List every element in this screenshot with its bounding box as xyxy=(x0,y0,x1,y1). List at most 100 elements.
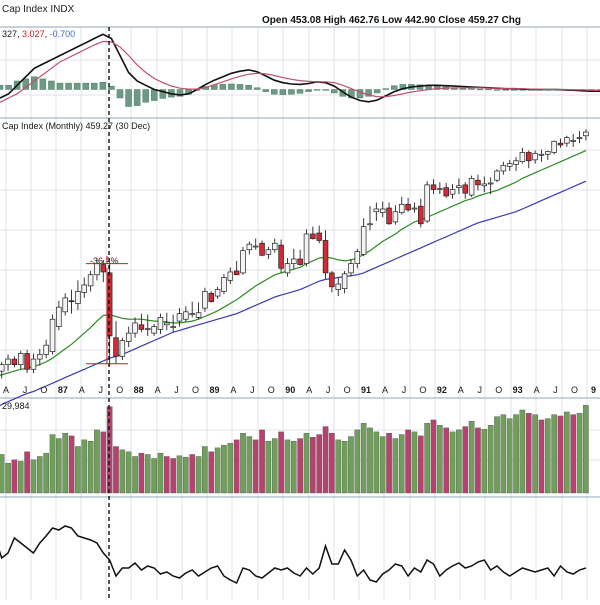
macd-histogram-bar xyxy=(305,89,312,92)
macd-histogram-bar xyxy=(73,82,81,90)
candle-up xyxy=(227,271,234,281)
macd-histogram-bar xyxy=(22,78,29,90)
volume-bar xyxy=(322,426,329,494)
candle-up xyxy=(221,277,227,292)
volume-bar xyxy=(354,429,361,494)
volume-bar xyxy=(500,414,507,494)
x-tick-year: 90 xyxy=(285,385,295,395)
candle-up xyxy=(576,137,583,139)
volume-bar xyxy=(443,427,450,494)
candle-up xyxy=(500,165,507,172)
candle-up xyxy=(272,242,278,251)
volume-bar xyxy=(316,434,323,494)
macd-histogram-bar xyxy=(262,89,269,92)
candle-down xyxy=(329,272,335,288)
macd-histogram-bar xyxy=(373,89,381,94)
candle-down xyxy=(322,240,329,274)
candle-up xyxy=(519,152,526,163)
candle-down xyxy=(557,142,564,146)
candle-down xyxy=(24,353,30,370)
volume-bar xyxy=(189,454,196,494)
candle-down xyxy=(475,179,481,186)
x-tick-month: J xyxy=(402,385,407,395)
macd-value: 327 xyxy=(2,29,17,39)
price-panel-label: Cap Index (Monthly) 459.27 (30 Dec) xyxy=(2,121,150,131)
macd-histogram-bar xyxy=(485,88,492,91)
volume-bar xyxy=(570,414,576,494)
candle-down xyxy=(278,244,284,269)
candle-up xyxy=(189,313,195,316)
candle-up xyxy=(5,358,11,365)
candle-down xyxy=(430,184,437,190)
candle-up xyxy=(151,326,157,334)
volume-bar xyxy=(430,419,437,494)
macd-histogram-bar xyxy=(468,88,475,90)
volume-panel-label: 29,984 xyxy=(2,401,30,411)
macd-histogram-bar xyxy=(0,85,4,90)
volume-bar xyxy=(551,414,557,494)
volume-bar xyxy=(81,439,88,494)
price-panel xyxy=(0,129,589,407)
volume-bar xyxy=(373,431,380,494)
macd-histogram-bar xyxy=(288,89,295,95)
candle-up xyxy=(119,340,126,357)
candle-up xyxy=(481,183,488,187)
candle-down xyxy=(297,258,303,265)
macd-histogram-bar xyxy=(5,85,12,90)
volume-bar xyxy=(125,451,132,494)
x-tick-month: J xyxy=(250,385,255,395)
candle-up xyxy=(75,291,81,304)
volume-bar xyxy=(278,431,284,494)
candle-up xyxy=(49,318,56,353)
volume-bar xyxy=(335,439,342,494)
candle-down xyxy=(11,358,18,365)
volume-bar xyxy=(94,429,100,494)
candle-up xyxy=(214,289,221,297)
volume-bar xyxy=(68,435,75,494)
candle-up xyxy=(125,332,132,342)
volume-bar xyxy=(392,438,399,494)
grid-lines xyxy=(0,27,600,600)
macd-histogram-bar xyxy=(365,89,372,97)
macd-histogram-bar xyxy=(236,84,244,90)
candle-up xyxy=(183,311,189,320)
x-tick-year: 93 xyxy=(513,385,523,395)
volume-bar xyxy=(532,414,538,494)
candle-up xyxy=(341,273,348,290)
volume-bar xyxy=(0,454,5,494)
candle-up xyxy=(284,263,291,274)
macd-histogram-bar xyxy=(356,89,364,99)
candle-up xyxy=(81,284,87,293)
volume-bar xyxy=(398,434,405,494)
candle-down xyxy=(310,233,316,239)
volume-bar xyxy=(176,455,183,494)
candle-up xyxy=(551,140,557,153)
volume-bar xyxy=(62,433,68,494)
macd-histogram-bar xyxy=(253,87,261,90)
candle-up xyxy=(392,211,399,223)
moving-average-slow xyxy=(0,180,587,407)
candle-up xyxy=(456,185,462,188)
candle-up xyxy=(583,131,589,137)
macd-histogram-bar xyxy=(476,88,484,91)
x-tick-month: A xyxy=(534,385,540,395)
macd-histogram-bar xyxy=(245,85,252,90)
candle-down xyxy=(233,270,240,276)
candle-down xyxy=(405,203,411,211)
candle-up xyxy=(360,226,367,255)
macd-signal-value: 3.027 xyxy=(22,29,45,39)
x-tick-month: O xyxy=(344,385,351,395)
macd-histogram-bar xyxy=(99,82,107,90)
volume-bar xyxy=(252,439,259,494)
volume-bar xyxy=(100,431,107,494)
macd-histogram-bar xyxy=(279,89,287,95)
x-tick-month: O xyxy=(116,385,123,395)
candle-up xyxy=(291,258,297,264)
macd-histogram-bar xyxy=(382,88,389,90)
volume-bar xyxy=(233,439,240,494)
macd-signal-line xyxy=(0,40,600,103)
ohlc-readout: Open 453.08 High 462.76 Low 442.90 Close… xyxy=(262,15,521,26)
volume-bar xyxy=(24,451,30,494)
candle-up xyxy=(170,326,176,328)
x-tick-month: A xyxy=(306,385,312,395)
